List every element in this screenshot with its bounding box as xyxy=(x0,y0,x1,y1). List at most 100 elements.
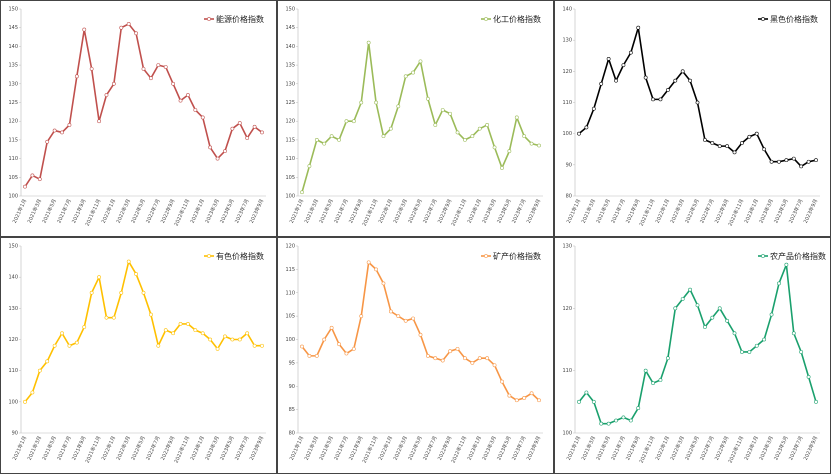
legend-label: 黑色价格指数 xyxy=(770,14,818,24)
data-point xyxy=(470,360,475,365)
x-tick-label: 2023年5月 xyxy=(495,435,512,461)
legend-marker xyxy=(207,254,211,258)
data-point xyxy=(186,93,190,97)
y-tick-label: 130 xyxy=(8,81,18,87)
data-point xyxy=(89,66,94,71)
legend-label: 化工价格指数 xyxy=(493,14,541,24)
data-point xyxy=(104,93,109,97)
x-tick-label: 2021年9月 xyxy=(624,198,641,224)
data-point xyxy=(636,406,641,410)
x-tick-label: 2022年9月 xyxy=(713,435,730,461)
y-tick-label: 120 xyxy=(8,119,18,125)
x-tick-label: 2021年1月 xyxy=(565,435,582,461)
line-chart: 808590951001051101151202021年1月2021年3月202… xyxy=(277,237,554,474)
data-point xyxy=(388,309,393,314)
x-tick-label: 2022年5月 xyxy=(130,435,147,461)
data-point xyxy=(688,287,692,292)
y-tick-label: 120 xyxy=(562,306,572,312)
data-point xyxy=(45,139,50,144)
data-point xyxy=(599,81,604,86)
x-tick-label: 2023年9月 xyxy=(248,198,265,224)
x-tick-label: 2021年9月 xyxy=(347,435,364,461)
data-point xyxy=(307,353,312,358)
data-point xyxy=(584,390,589,395)
data-point xyxy=(178,98,183,103)
data-point xyxy=(314,353,319,358)
y-tick-label: 140 xyxy=(8,275,18,281)
x-tick-label: 2022年5月 xyxy=(684,198,701,224)
data-point xyxy=(351,119,356,124)
data-point xyxy=(537,143,541,148)
x-tick-label: 2022年1月 xyxy=(377,435,394,461)
x-tick-label: 2021年1月 xyxy=(288,435,305,461)
data-point xyxy=(381,134,386,139)
legend-marker xyxy=(761,17,765,21)
data-point xyxy=(208,337,213,342)
data-point xyxy=(260,130,264,135)
data-point xyxy=(680,69,685,74)
data-point xyxy=(351,346,356,351)
x-tick-label: 2023年7月 xyxy=(787,435,804,461)
x-tick-label: 2021年1月 xyxy=(288,198,305,224)
x-tick-label: 2023年1月 xyxy=(743,198,760,224)
y-tick-label: 135 xyxy=(285,63,295,69)
data-point xyxy=(329,134,334,139)
y-tick-label: 130 xyxy=(562,244,572,250)
x-tick-label: 2023年5月 xyxy=(772,198,789,224)
data-point xyxy=(67,343,72,348)
legend-marker xyxy=(207,17,211,21)
data-point xyxy=(621,63,626,68)
line-chart: 100 105 110 115 120 125 130 135 140 145 150 2021年1月… xyxy=(0,0,277,237)
data-point xyxy=(344,119,349,124)
data-point xyxy=(433,356,438,361)
y-tick-label: 150 xyxy=(285,7,295,13)
data-point xyxy=(156,343,161,348)
x-tick-label: 2023年7月 xyxy=(233,198,250,224)
y-tick-label: 140 xyxy=(8,44,18,50)
data-point xyxy=(806,374,811,379)
data-point xyxy=(725,318,730,323)
x-tick-label: 2023年5月 xyxy=(218,198,235,224)
y-tick-label: 100 xyxy=(8,399,18,405)
data-point xyxy=(237,337,242,342)
x-tick-label: 2021年7月 xyxy=(332,198,349,224)
data-point xyxy=(411,70,415,75)
y-tick-label: 85 xyxy=(289,407,295,413)
y-tick-label: 125 xyxy=(285,100,295,106)
data-point xyxy=(658,378,663,382)
x-tick-label: 2022年1月 xyxy=(654,198,671,224)
x-tick-label: 2022年1月 xyxy=(100,198,117,224)
series-line xyxy=(301,41,540,193)
y-tick-label: 130 xyxy=(285,81,295,87)
data-point xyxy=(156,63,161,68)
data-point xyxy=(492,363,497,368)
legend-label: 有色价格指数 xyxy=(216,251,264,261)
data-point xyxy=(762,337,767,342)
data-point xyxy=(814,399,818,404)
x-tick-label: 2022年9月 xyxy=(159,435,176,461)
data-point xyxy=(665,88,670,92)
y-tick-label: 80 xyxy=(566,194,572,200)
x-tick-label: 2021年5月 xyxy=(595,435,612,461)
data-point xyxy=(193,328,198,333)
data-point xyxy=(230,126,235,131)
data-point xyxy=(322,141,327,146)
data-point xyxy=(784,262,789,267)
data-point xyxy=(178,322,183,326)
data-point xyxy=(223,334,227,339)
legend-label: 农产品价格指数 xyxy=(770,251,826,261)
data-point xyxy=(621,415,626,420)
data-point xyxy=(396,104,401,109)
data-point xyxy=(208,145,213,150)
data-point xyxy=(732,331,737,336)
y-tick-label: 100 xyxy=(8,194,18,200)
x-tick-label: 2023年1月 xyxy=(466,435,483,461)
data-point xyxy=(186,322,190,326)
data-point xyxy=(97,119,101,124)
data-point xyxy=(381,281,386,286)
data-point xyxy=(82,325,87,329)
data-point xyxy=(252,124,257,129)
data-point xyxy=(37,177,42,182)
data-point xyxy=(134,272,138,276)
